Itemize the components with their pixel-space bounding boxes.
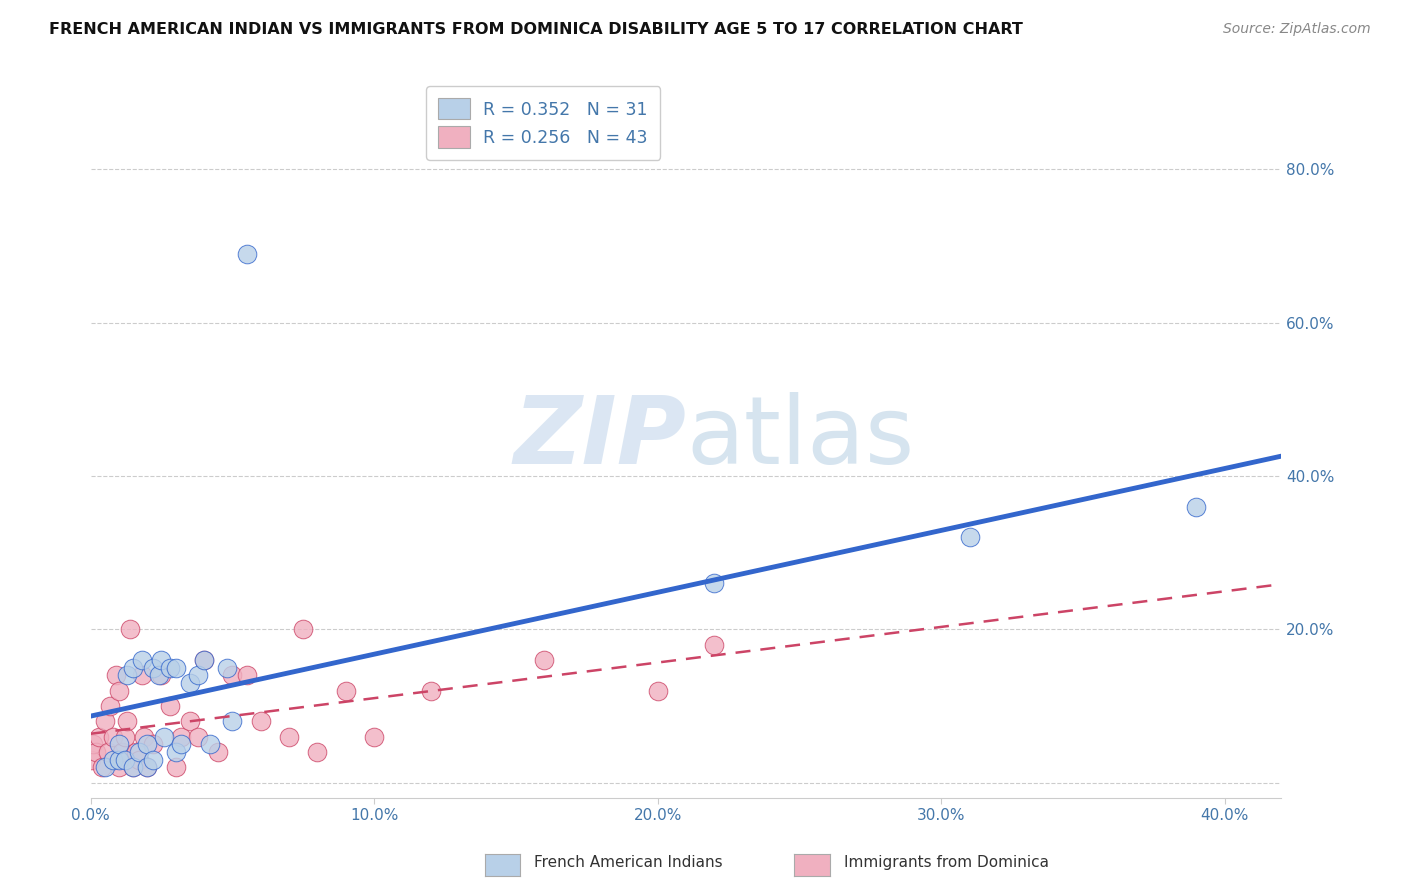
- Text: FRENCH AMERICAN INDIAN VS IMMIGRANTS FROM DOMINICA DISABILITY AGE 5 TO 17 CORREL: FRENCH AMERICAN INDIAN VS IMMIGRANTS FRO…: [49, 22, 1024, 37]
- Point: [103, 730, 125, 744]
- Point: [142, 738, 165, 752]
- Point: [215, 661, 238, 675]
- Point: [207, 745, 229, 759]
- Point: [165, 760, 187, 774]
- Point: [170, 730, 193, 744]
- Text: French American Indians: French American Indians: [534, 855, 723, 870]
- Point: [117, 714, 139, 729]
- Point: [108, 760, 131, 774]
- Point: [91, 760, 114, 774]
- Point: [94, 760, 117, 774]
- Point: [136, 738, 159, 752]
- Point: [193, 653, 215, 667]
- Point: [193, 653, 215, 667]
- Point: [128, 753, 150, 767]
- Point: [221, 668, 243, 682]
- Point: [249, 714, 271, 729]
- Point: [235, 668, 257, 682]
- Point: [335, 683, 357, 698]
- Point: [100, 699, 122, 714]
- Point: [122, 661, 145, 675]
- Point: [170, 738, 193, 752]
- Point: [103, 753, 125, 767]
- Point: [105, 668, 128, 682]
- Point: [148, 668, 170, 682]
- Point: [114, 753, 136, 767]
- Point: [307, 745, 329, 759]
- Point: [165, 745, 187, 759]
- Point: [120, 623, 142, 637]
- Point: [108, 738, 131, 752]
- Point: [122, 760, 145, 774]
- Point: [111, 745, 134, 759]
- Point: [131, 668, 153, 682]
- Point: [363, 730, 385, 744]
- Point: [179, 676, 201, 690]
- Point: [87, 730, 110, 744]
- Point: [278, 730, 301, 744]
- Point: [959, 530, 981, 544]
- Point: [136, 760, 159, 774]
- Point: [108, 683, 131, 698]
- Point: [84, 745, 107, 759]
- Point: [1185, 500, 1208, 514]
- Point: [187, 730, 209, 744]
- Point: [533, 653, 555, 667]
- Point: [235, 246, 257, 260]
- Point: [82, 738, 104, 752]
- Text: atlas: atlas: [686, 392, 914, 483]
- Point: [117, 668, 139, 682]
- Point: [125, 745, 148, 759]
- Point: [221, 714, 243, 729]
- Point: [153, 730, 176, 744]
- Point: [159, 661, 181, 675]
- Point: [703, 576, 725, 591]
- Point: [131, 653, 153, 667]
- Point: [142, 753, 165, 767]
- Point: [134, 730, 156, 744]
- Point: [292, 623, 315, 637]
- Point: [94, 714, 117, 729]
- Point: [179, 714, 201, 729]
- Point: [165, 661, 187, 675]
- Text: ZIP: ZIP: [513, 392, 686, 483]
- Point: [114, 730, 136, 744]
- Point: [108, 753, 131, 767]
- Point: [79, 753, 101, 767]
- Point: [136, 760, 159, 774]
- Text: Source: ZipAtlas.com: Source: ZipAtlas.com: [1223, 22, 1371, 37]
- Point: [419, 683, 441, 698]
- Point: [97, 745, 120, 759]
- Point: [187, 668, 209, 682]
- Text: Immigrants from Dominica: Immigrants from Dominica: [844, 855, 1049, 870]
- Point: [198, 738, 221, 752]
- Point: [159, 699, 181, 714]
- Point: [122, 760, 145, 774]
- Point: [647, 683, 669, 698]
- Point: [142, 661, 165, 675]
- Point: [150, 668, 173, 682]
- Point: [703, 638, 725, 652]
- Point: [150, 653, 173, 667]
- Legend: R = 0.352   N = 31, R = 0.256   N = 43: R = 0.352 N = 31, R = 0.256 N = 43: [426, 87, 659, 160]
- Point: [128, 745, 150, 759]
